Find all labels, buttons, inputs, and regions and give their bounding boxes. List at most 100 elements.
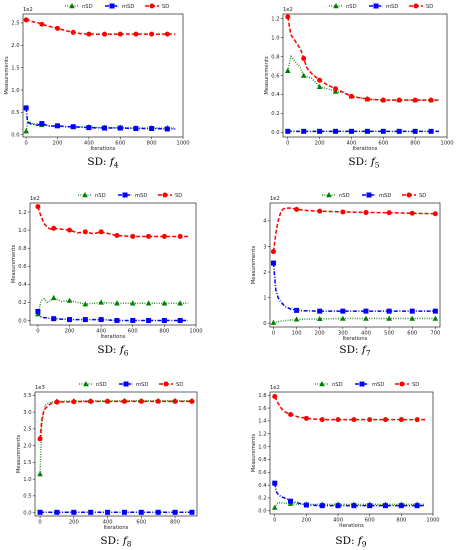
data-point-SD	[412, 97, 418, 103]
data-point-mSD	[317, 308, 323, 314]
data-point-mSD	[386, 308, 392, 314]
data-point-SD	[189, 398, 195, 404]
y-axis-label: Measurements	[251, 434, 257, 473]
data-point-nSD	[284, 67, 291, 73]
y-tick-label: 0.0	[11, 133, 19, 139]
data-point-nSD	[37, 471, 43, 477]
data-point-SD	[138, 398, 144, 404]
data-point-nSD	[409, 315, 416, 321]
y-tick-label: 1.4	[258, 419, 267, 425]
y-multiplier: 1e2	[270, 196, 280, 202]
data-point-SD	[409, 210, 415, 216]
x-tick-label: 500	[384, 331, 394, 337]
y-tick-label: 0.6	[18, 264, 26, 270]
data-point-SD	[67, 227, 73, 233]
y-tick-label: 1.5	[23, 460, 31, 466]
data-point-mSD	[51, 316, 57, 322]
x-tick-label: 1000	[426, 518, 439, 524]
x-tick-label: 200	[315, 331, 325, 337]
y-tick-label: 0.2	[271, 111, 279, 117]
data-point-mSD	[414, 503, 420, 509]
x-axis-label: Iterations	[343, 336, 368, 342]
y-multiplier: 1e2	[283, 7, 293, 13]
data-point-mSD	[396, 128, 402, 134]
y-tick-label: 1.2	[271, 17, 279, 23]
data-point-nSD	[129, 300, 136, 306]
chart-panel-4: 0 100 200 300 400 500 600 700 0 1 2 3 4 Iterations Mea…	[251, 192, 440, 358]
data-point-SD	[23, 17, 29, 23]
x-tick-label: 0	[38, 520, 41, 526]
data-point-SD	[133, 31, 139, 37]
data-point-SD	[414, 417, 420, 423]
y-tick-label: 0.5	[23, 494, 31, 500]
plot-frame	[282, 13, 448, 138]
y-multiplier: 1e3	[35, 385, 45, 391]
data-point-SD	[102, 31, 108, 37]
legend-label-SD: SD	[162, 4, 169, 10]
legend-marker-SD	[163, 381, 169, 387]
plot-frame	[22, 13, 184, 138]
x-tick-label: 700	[430, 331, 440, 337]
legend-marker-SD	[162, 192, 168, 198]
x-tick-label: 800	[396, 518, 406, 524]
y-tick-label: 3	[263, 244, 266, 250]
y-tick-label: 1.6	[258, 406, 266, 412]
y-tick-label: 0.4	[18, 282, 27, 288]
data-point-nSD	[316, 83, 323, 90]
x-tick-label: 1000	[189, 329, 202, 335]
data-point-mSD	[130, 317, 136, 323]
data-point-mSD	[363, 308, 369, 314]
data-point-mSD	[70, 124, 76, 130]
x-axis-label: Iterations	[104, 525, 129, 531]
x-tick-label: 600	[365, 518, 375, 524]
x-tick-label: 0	[272, 331, 275, 337]
data-point-nSD	[23, 128, 29, 134]
data-point-mSD	[133, 126, 139, 132]
data-point-mSD	[35, 308, 41, 314]
series-line-nSD	[25, 120, 176, 132]
data-point-mSD	[105, 509, 111, 515]
x-tick-label: 800	[159, 329, 169, 335]
legend-marker-mSD	[122, 192, 128, 198]
data-point-mSD	[335, 503, 341, 509]
data-point-mSD	[303, 502, 309, 508]
data-point-mSD	[428, 128, 434, 134]
legend-label-nSD: nSD	[339, 193, 350, 199]
data-point-SD	[317, 208, 323, 214]
legend-label-SD: SD	[412, 382, 419, 388]
x-tick-label: 0	[36, 329, 39, 335]
data-point-nSD	[432, 315, 439, 321]
data-point-mSD	[177, 317, 183, 323]
x-tick-label: 0	[273, 518, 276, 524]
legend-marker-SD	[406, 192, 412, 198]
data-point-nSD	[316, 315, 323, 322]
data-point-nSD	[300, 72, 307, 78]
legend-label-mSD: mSD	[136, 382, 148, 388]
data-point-SD	[146, 233, 152, 239]
x-tick-label: 1000	[176, 141, 189, 147]
y-axis-label: Measurements	[16, 435, 22, 474]
series-line-SD	[287, 16, 440, 101]
data-point-SD	[164, 31, 170, 37]
data-point-mSD	[333, 128, 339, 134]
plot-frame	[269, 202, 441, 328]
x-tick-label: 600	[407, 331, 417, 337]
x-axis-label: Iterations	[91, 146, 116, 152]
legend-marker-mSD	[366, 192, 372, 198]
y-tick-label: 2.5	[11, 21, 19, 27]
data-point-SD	[130, 233, 136, 239]
x-tick-label: 0	[286, 141, 289, 147]
y-tick-label: 1.2	[258, 432, 266, 438]
y-tick-label: 1.0	[11, 88, 19, 94]
data-point-mSD	[23, 105, 29, 111]
data-point-mSD	[189, 509, 195, 515]
series-line-mSD	[272, 263, 436, 312]
data-point-mSD	[409, 308, 415, 314]
y-tick-label: 2.0	[23, 443, 31, 449]
series-line-SD	[39, 400, 192, 439]
x-tick-label: 200	[315, 141, 325, 147]
x-tick-label: 100	[292, 331, 302, 337]
data-point-nSD	[177, 300, 183, 306]
data-point-SD	[114, 233, 120, 239]
